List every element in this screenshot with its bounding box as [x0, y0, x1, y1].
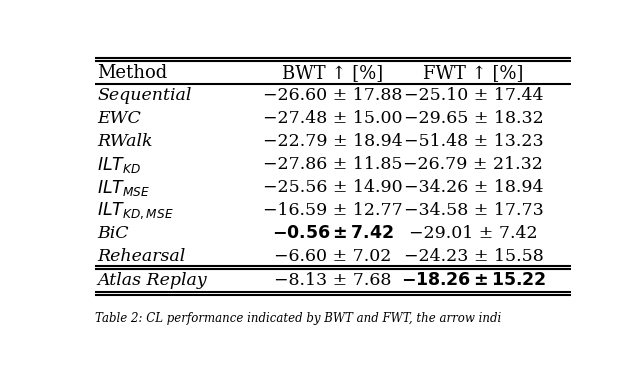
Text: −8.13 ± 7.68: −8.13 ± 7.68 — [275, 272, 392, 289]
Text: $\mathit{ILT}_{\mathit{MSE}}$: $\mathit{ILT}_{\mathit{MSE}}$ — [97, 178, 150, 198]
Text: −25.56 ± 14.90: −25.56 ± 14.90 — [263, 179, 403, 196]
Text: −26.60 ± 17.88: −26.60 ± 17.88 — [263, 87, 403, 104]
Text: −22.79 ± 18.94: −22.79 ± 18.94 — [263, 133, 403, 150]
Text: −34.58 ± 17.73: −34.58 ± 17.73 — [404, 202, 543, 219]
Text: −16.59 ± 12.77: −16.59 ± 12.77 — [263, 202, 403, 219]
Text: Sequential: Sequential — [97, 87, 192, 104]
Text: $\mathbf{-0.56 \pm 7.42}$: $\mathbf{-0.56 \pm 7.42}$ — [272, 225, 394, 242]
Text: $\mathbf{-18.26 \pm 15.22}$: $\mathbf{-18.26 \pm 15.22}$ — [401, 272, 546, 289]
Text: $\mathit{ILT}_{\mathit{KD}}$: $\mathit{ILT}_{\mathit{KD}}$ — [97, 154, 141, 175]
Text: RWalk: RWalk — [97, 133, 153, 150]
Text: BWT ↑ [%]: BWT ↑ [%] — [282, 64, 383, 81]
Text: −34.26 ± 18.94: −34.26 ± 18.94 — [404, 179, 543, 196]
Text: −27.48 ± 15.00: −27.48 ± 15.00 — [263, 110, 403, 127]
Text: Rehearsal: Rehearsal — [97, 248, 186, 265]
Text: EWC: EWC — [97, 110, 141, 127]
Text: Atlas Replay: Atlas Replay — [97, 272, 207, 289]
Text: BiC: BiC — [97, 225, 129, 242]
Text: Table 2: CL performance indicated by BWT and FWT, the arrow indi: Table 2: CL performance indicated by BWT… — [95, 312, 501, 326]
Text: −26.79 ± 21.32: −26.79 ± 21.32 — [403, 156, 543, 173]
Text: −25.10 ± 17.44: −25.10 ± 17.44 — [404, 87, 543, 104]
Text: Method: Method — [97, 64, 168, 81]
Text: −24.23 ± 15.58: −24.23 ± 15.58 — [404, 248, 543, 265]
Text: −51.48 ± 13.23: −51.48 ± 13.23 — [404, 133, 543, 150]
Text: FWT ↑ [%]: FWT ↑ [%] — [423, 64, 524, 81]
Text: −27.86 ± 11.85: −27.86 ± 11.85 — [263, 156, 403, 173]
Text: −6.60 ± 7.02: −6.60 ± 7.02 — [275, 248, 392, 265]
Text: $\mathit{ILT}_{\mathit{KD, MSE}}$: $\mathit{ILT}_{\mathit{KD, MSE}}$ — [97, 201, 174, 221]
Text: −29.65 ± 18.32: −29.65 ± 18.32 — [404, 110, 543, 127]
Text: −29.01 ± 7.42: −29.01 ± 7.42 — [409, 225, 538, 242]
